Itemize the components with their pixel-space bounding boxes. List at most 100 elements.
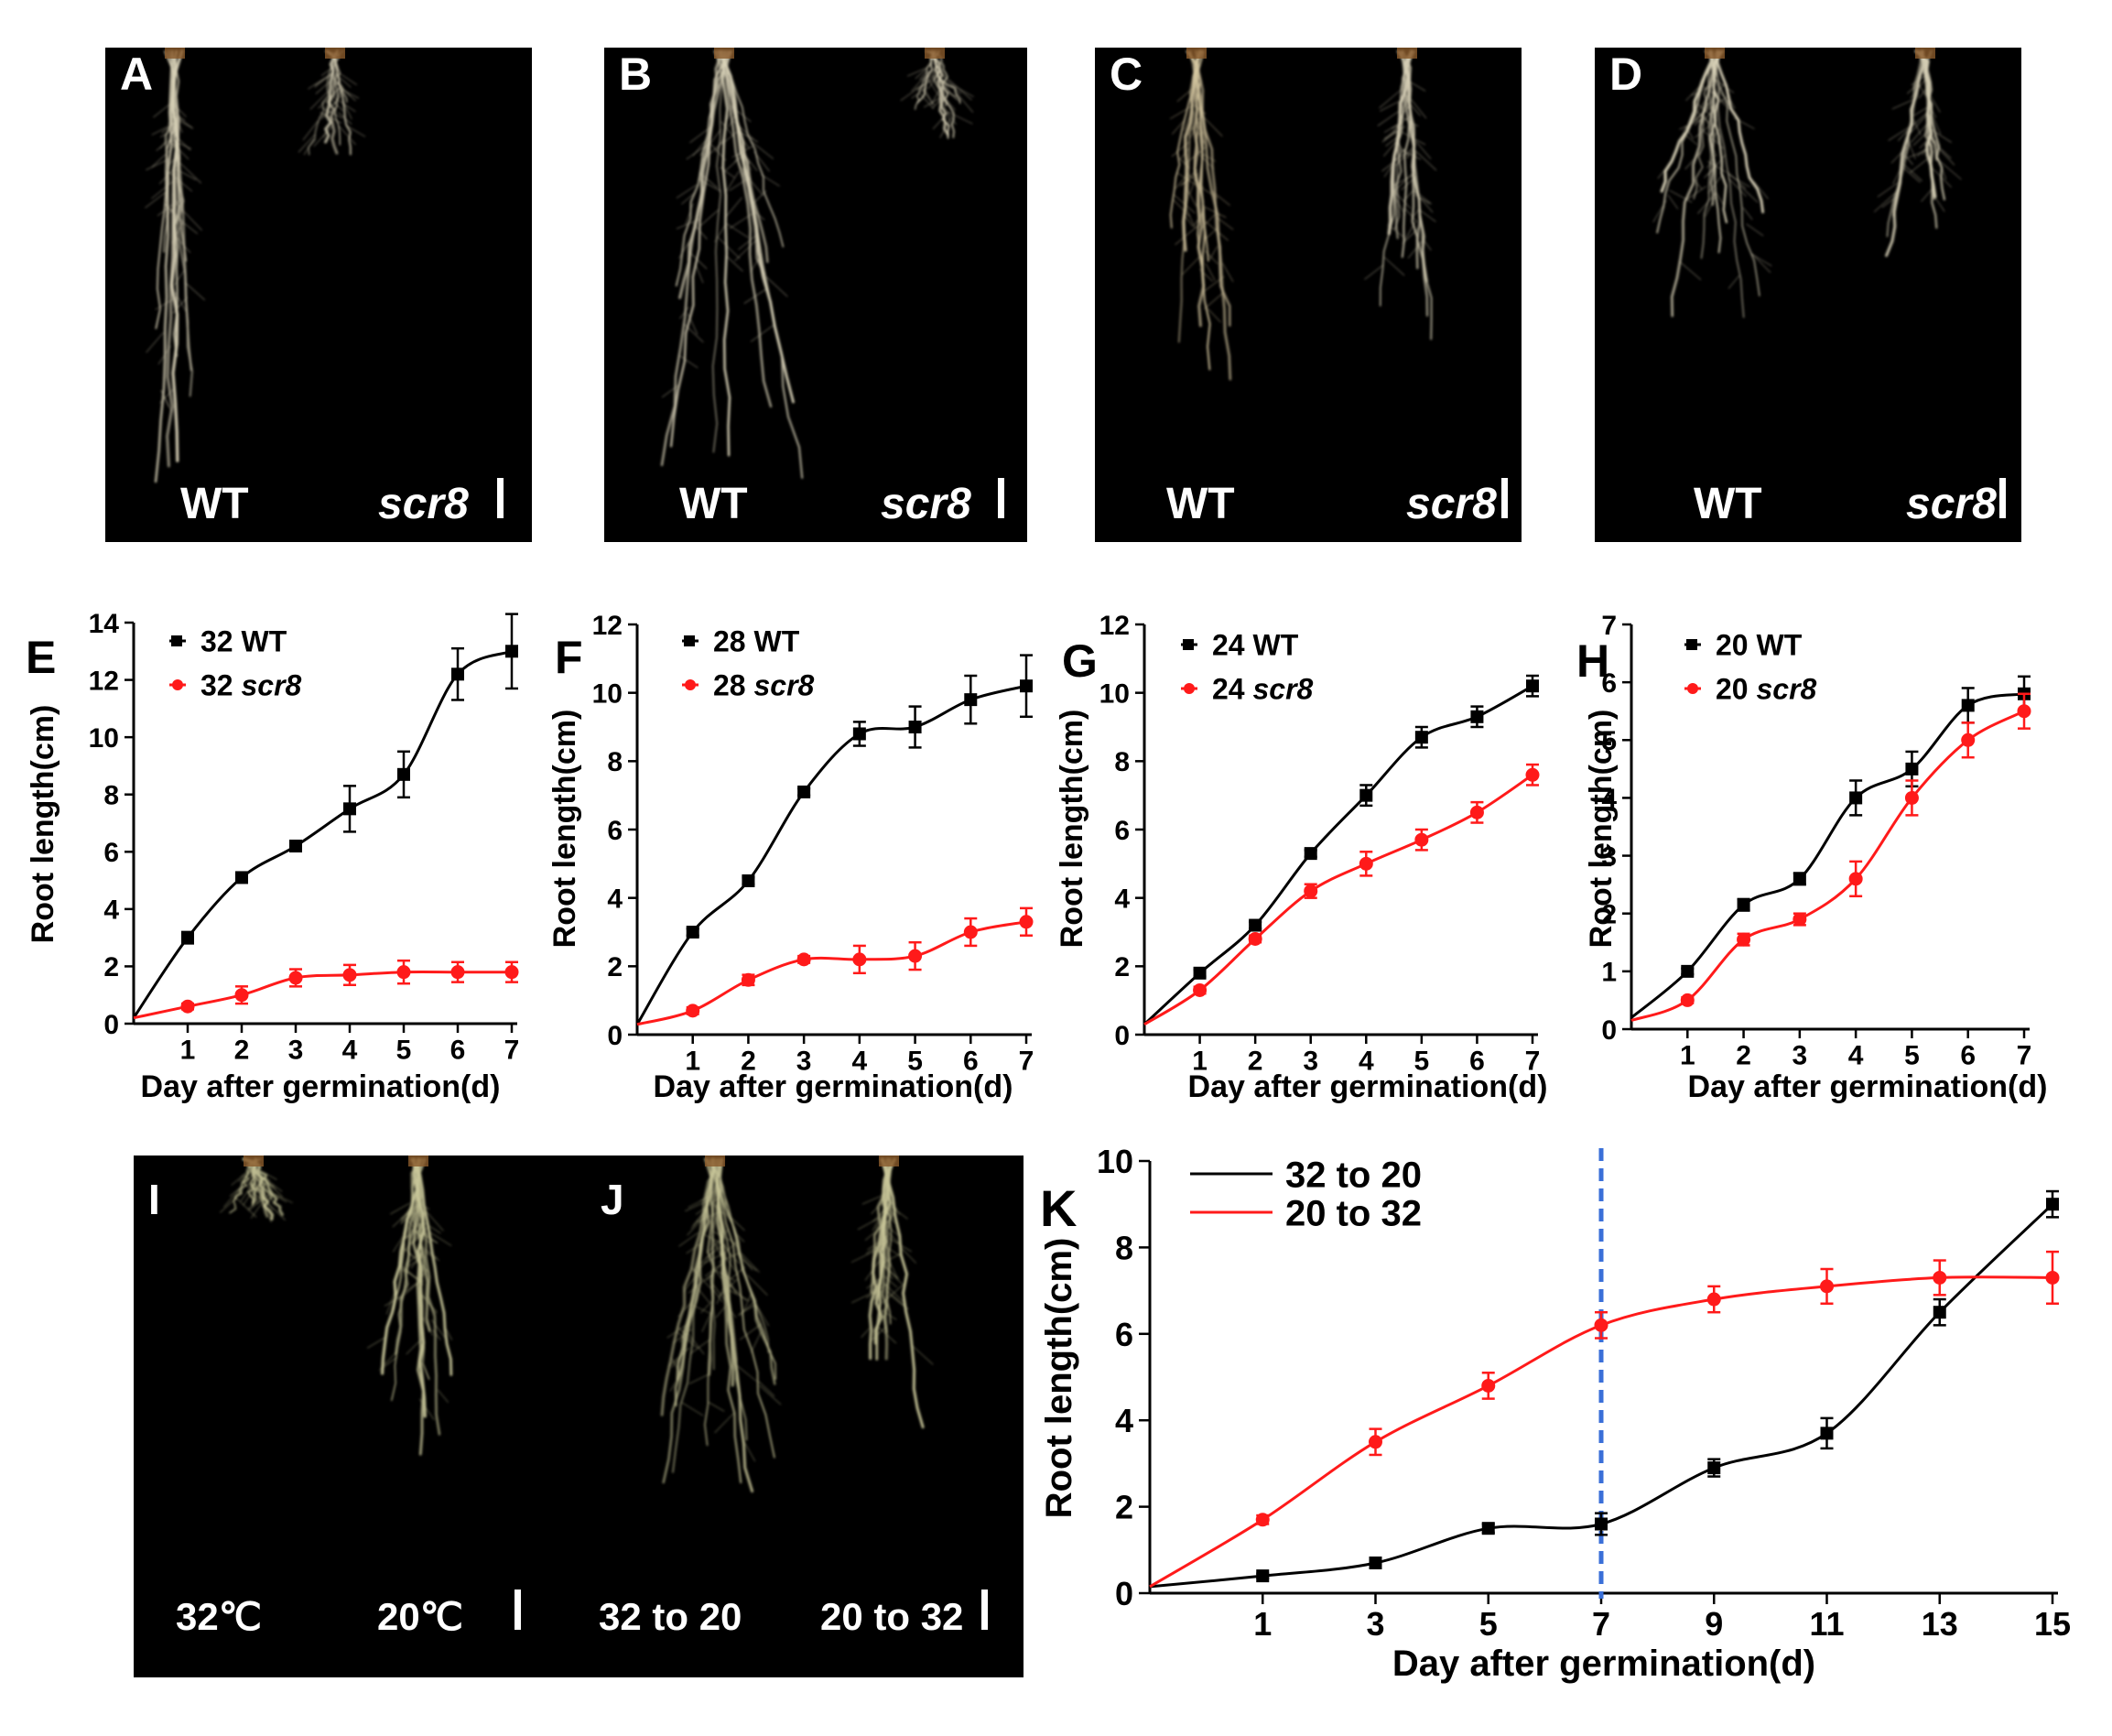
root-strand [1892, 49, 1923, 217]
panel-label: C [1110, 49, 1143, 100]
data-point [180, 999, 195, 1014]
lateral-root [1380, 98, 1403, 112]
root-photo [1652, 49, 1962, 319]
lateral-root [418, 1398, 435, 1421]
panel-label: F [555, 632, 583, 683]
lateral-root [1693, 98, 1706, 119]
data-point [181, 931, 194, 945]
lateral-root [1705, 196, 1717, 217]
legend-label: 28 WT [713, 625, 800, 658]
lateral-root [707, 1401, 725, 1412]
lateral-root [900, 84, 924, 102]
lateral-root [1910, 113, 1929, 134]
data-point [1849, 791, 1863, 805]
lateral-root [397, 1279, 422, 1301]
x-tick-label: 5 [1479, 1605, 1498, 1643]
lateral-root [169, 138, 192, 149]
lateral-root [1413, 193, 1431, 204]
photo-caption-left: 32℃ [176, 1595, 262, 1638]
lateral-root [181, 209, 202, 231]
data-point [1359, 788, 1373, 802]
legend-label: 32 WT [200, 625, 287, 658]
lateral-root [271, 1192, 293, 1204]
y-tick-label: 2 [103, 952, 119, 982]
lateral-root [699, 209, 720, 228]
lateral-root [1392, 190, 1411, 209]
lateral-root [723, 105, 734, 127]
lateral-root [707, 140, 727, 161]
legend-label-prefix: 28 [713, 625, 746, 658]
legend-swatch-marker [1687, 683, 1698, 694]
lateral-root [729, 1289, 750, 1302]
lateral-root [366, 1336, 387, 1349]
lateral-root [711, 1236, 721, 1255]
x-axis-label: Day after germination(d) [1688, 1069, 2048, 1104]
lateral-root [265, 1201, 286, 1221]
lateral-root [694, 262, 704, 284]
seed [244, 1156, 264, 1166]
y-tick-label: 4 [1114, 884, 1130, 914]
data-point [1020, 679, 1033, 693]
y-tick-label: 0 [1115, 1575, 1133, 1612]
data-point [1481, 1378, 1496, 1393]
data-point [1193, 966, 1207, 980]
lateral-root [678, 239, 691, 259]
y-axis-label: Root length(cm) [547, 710, 582, 949]
lateral-root [874, 1245, 889, 1267]
lateral-root [145, 191, 167, 209]
lateral-root [1205, 263, 1216, 281]
legend-label-prefix: 32 [200, 669, 233, 702]
lateral-root [1669, 190, 1693, 203]
y-tick-label: 3 [1601, 841, 1617, 872]
seed [1705, 48, 1725, 59]
data-point [343, 802, 356, 816]
scale-bar [1501, 478, 1508, 518]
series-line [1630, 710, 2025, 1022]
data-point [1681, 964, 1695, 978]
lateral-root [870, 1326, 887, 1342]
lateral-root [1407, 240, 1423, 259]
root-strand [719, 1158, 776, 1380]
photo-caption-left: WT [180, 480, 249, 528]
data-point [288, 971, 303, 985]
data-point [1255, 1513, 1270, 1527]
series-20-to-32 [1149, 1250, 2060, 1589]
lateral-root [1921, 188, 1933, 202]
lateral-root [883, 1275, 898, 1288]
data-point [964, 693, 978, 707]
lateral-root [1912, 106, 1929, 117]
root-strand [247, 1158, 258, 1207]
lateral-root [741, 150, 758, 171]
lateral-root [1179, 148, 1189, 159]
lateral-root [919, 92, 934, 109]
y-tick-label: 6 [103, 838, 119, 868]
lateral-root [751, 140, 774, 159]
lateral-root [898, 1244, 916, 1264]
y-tick-label: 10 [1097, 1143, 1133, 1180]
lateral-root [735, 1363, 757, 1382]
root-strand [1192, 49, 1206, 328]
data-point [1359, 856, 1373, 871]
lateral-root [764, 276, 788, 298]
x-axis-label: Day after germination(d) [1392, 1644, 1815, 1684]
root-strand [721, 49, 731, 457]
lateral-root [677, 1331, 699, 1350]
lateral-root [1919, 136, 1931, 149]
legend-swatch-marker [1686, 639, 1697, 650]
lateral-root [267, 1189, 287, 1203]
lateral-root [1175, 172, 1189, 190]
x-axis-label: Day after germination(d) [654, 1069, 1013, 1104]
data-point [1933, 1306, 1946, 1319]
y-tick-label: 12 [1099, 611, 1130, 641]
lateral-root [1728, 178, 1747, 197]
photo-caption-right: scr8 [881, 480, 971, 528]
lateral-root [1175, 224, 1199, 245]
lateral-root [1877, 182, 1899, 198]
legend-label: 28 scr8 [713, 669, 815, 702]
legend-entry: 20 to 32 [1190, 1193, 1422, 1233]
lateral-root [734, 239, 758, 262]
photo-background [134, 1156, 588, 1677]
lateral-root [1753, 180, 1769, 200]
lateral-root [1419, 209, 1436, 222]
